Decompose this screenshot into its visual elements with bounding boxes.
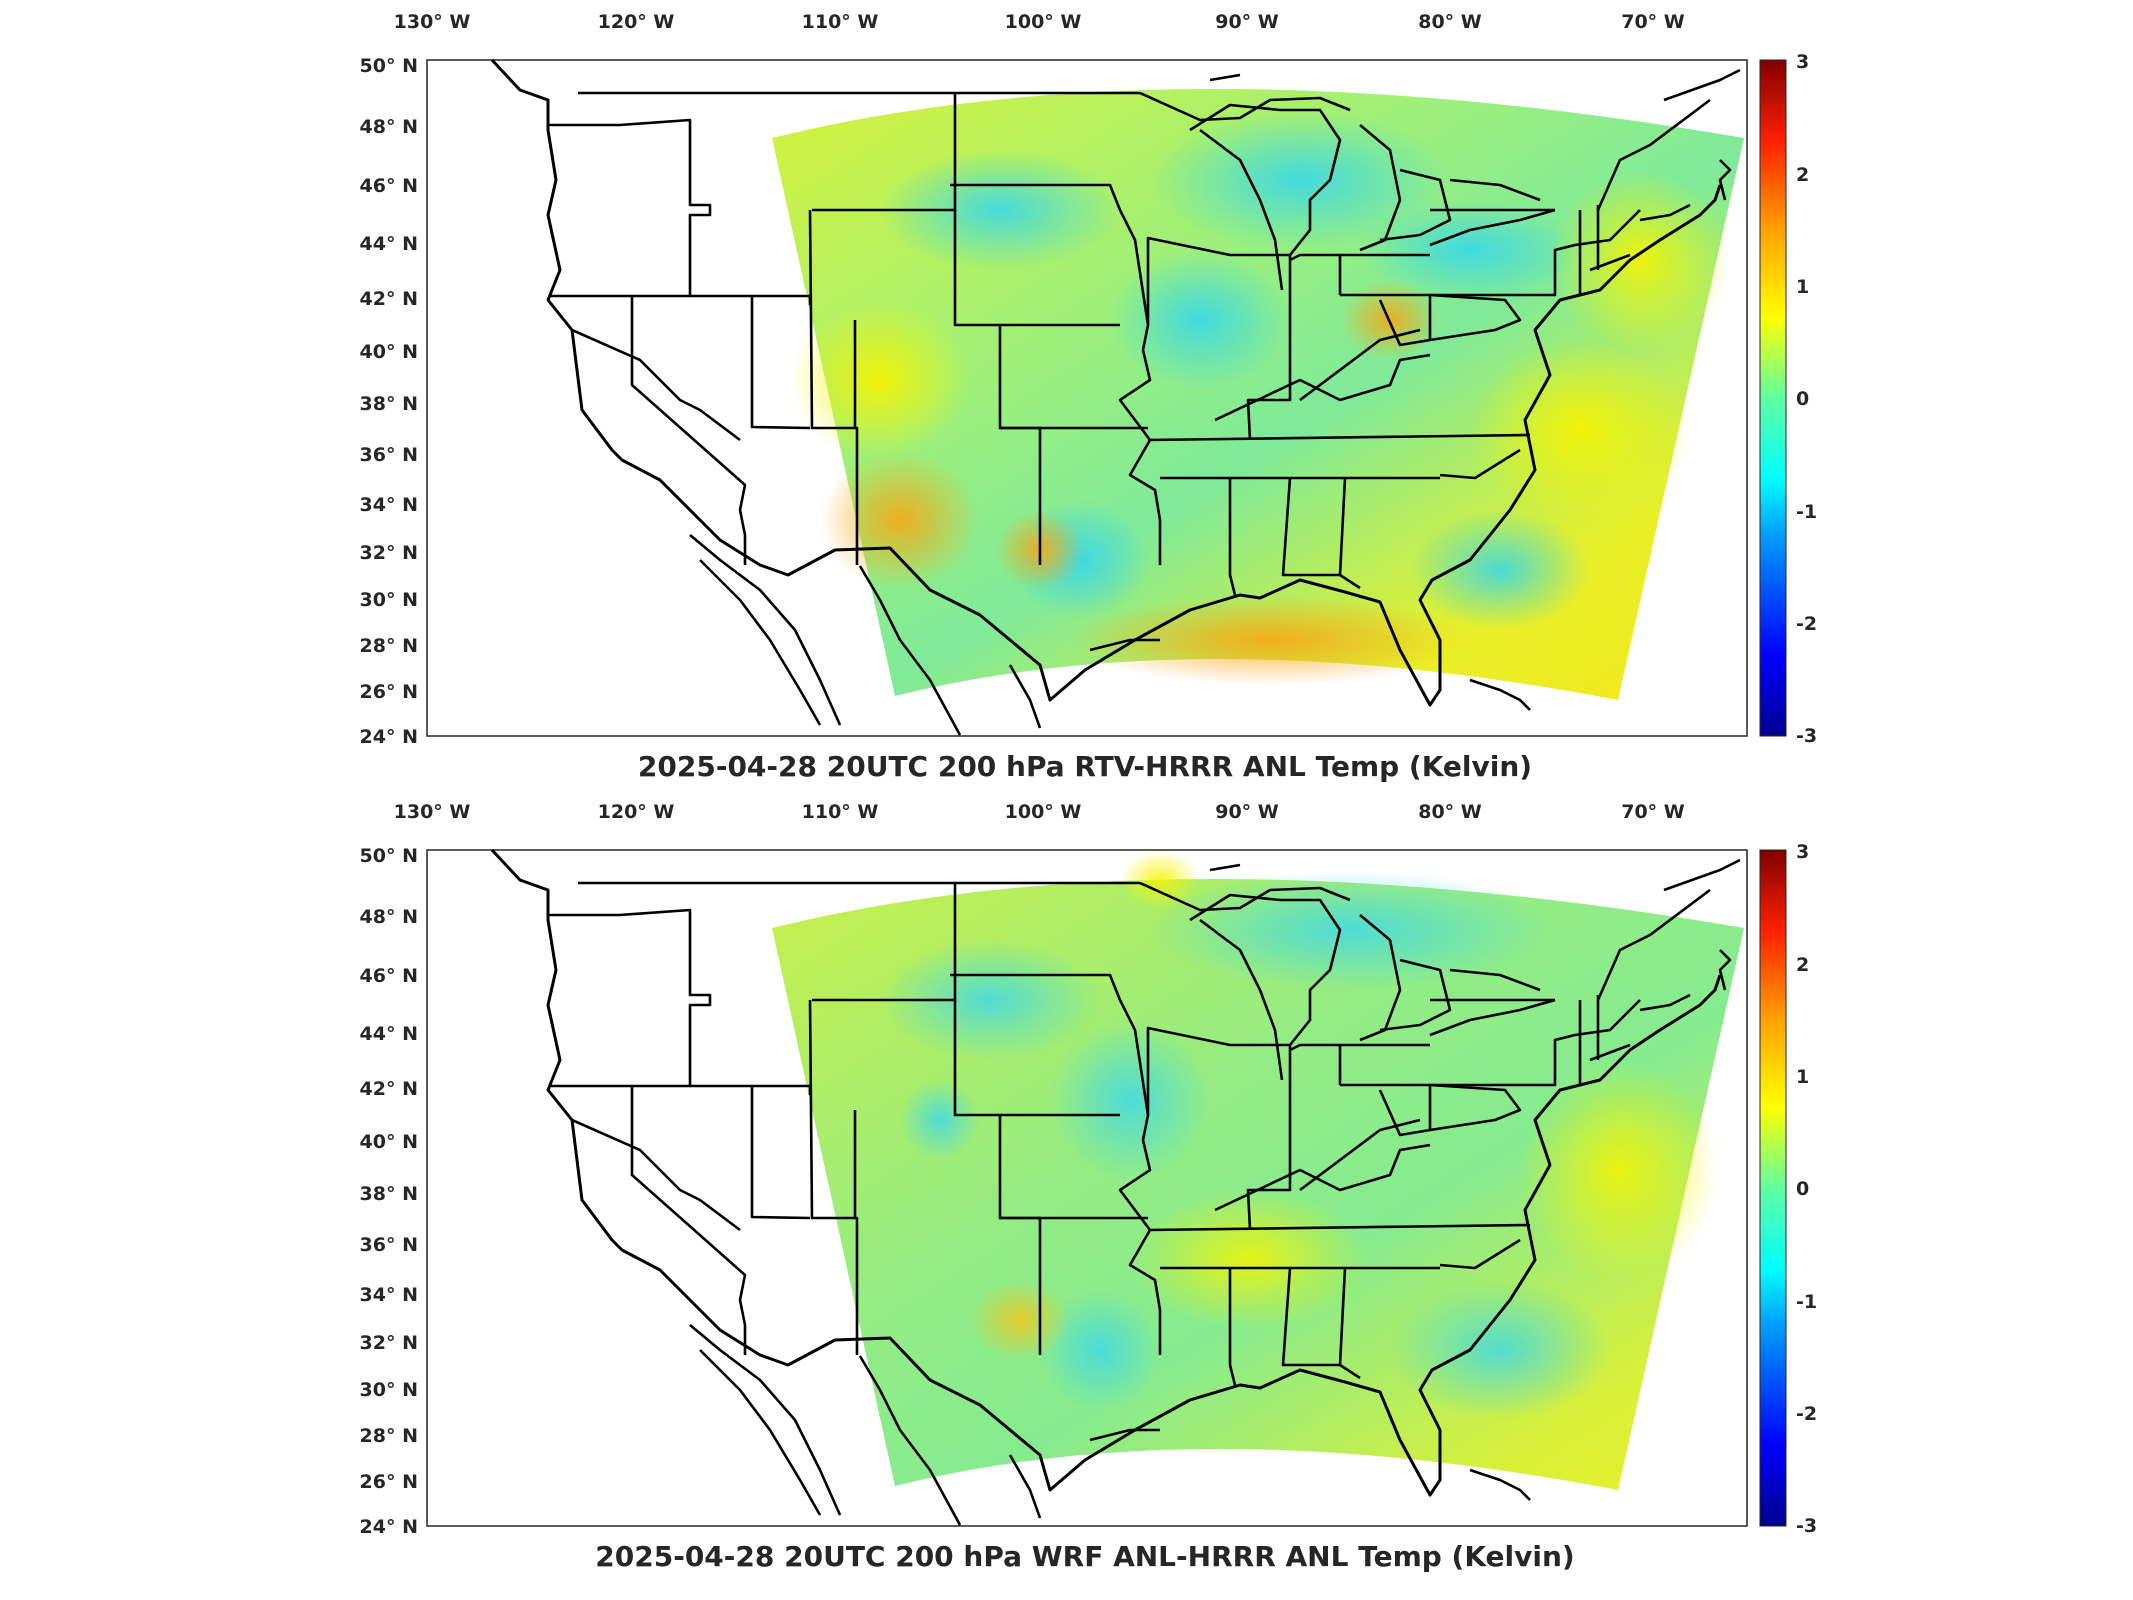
colorbar-tick: 0 [1796,1178,1809,1200]
map-title: 2025-04-28 20UTC 200 hPa WRF ANL-HRRR AN… [595,1540,1574,1573]
latitude-ticks: 50° N 48° N 46° N 44° N 42° N 40° N 38° … [360,845,418,1538]
lon-tick: 130° W [394,801,471,823]
lat-tick: 44° N [360,1023,418,1045]
lat-tick: 30° N [360,589,418,611]
colorbar-tick: 1 [1796,1066,1809,1088]
map-axes-frame [426,59,1748,737]
colorbar: 3 2 1 0 -1 -2 -3 [1759,841,1817,1537]
colorbar-tick: -2 [1796,1403,1817,1425]
lon-tick: 80° W [1418,801,1482,823]
lat-tick: 24° N [360,726,418,748]
lon-tick: 90° W [1215,11,1279,33]
lat-tick: 34° N [360,1284,418,1306]
colorbar: 3 2 1 0 -1 -2 -3 [1759,51,1817,747]
lon-tick: 90° W [1215,801,1279,823]
lon-tick: 100° W [1005,11,1082,33]
lon-tick: 130° W [394,11,471,33]
lon-tick: 110° W [802,11,879,33]
lon-tick: 80° W [1418,11,1482,33]
lat-tick: 42° N [360,288,418,310]
colorbar-gradient [1759,849,1787,1527]
colorbar-tick: 0 [1796,388,1809,410]
map-figure: 130° W 120° W 110° W 100° W 90° W 80° W … [360,801,1818,1573]
colorbar-tick: 3 [1796,841,1809,863]
lon-tick: 70° W [1621,11,1685,33]
lat-tick: 28° N [360,1425,418,1447]
longitude-ticks: 130° W 120° W 110° W 100° W 90° W 80° W … [394,11,1685,33]
colorbar-tick: -1 [1796,1291,1817,1313]
temperature-difference-field [772,89,1744,700]
lat-tick: 30° N [360,1379,418,1401]
lon-tick: 120° W [598,11,675,33]
lat-tick: 26° N [360,681,418,703]
colorbar-tick: 2 [1796,164,1809,186]
lat-tick: 32° N [360,1332,418,1354]
lat-tick: 48° N [360,116,418,138]
longitude-ticks: 130° W 120° W 110° W 100° W 90° W 80° W … [394,801,1685,823]
lat-tick: 32° N [360,542,418,564]
lat-tick: 42° N [360,1078,418,1100]
lat-tick: 44° N [360,233,418,255]
lat-tick: 28° N [360,635,418,657]
map-title: 2025-04-28 20UTC 200 hPa RTV-HRRR ANL Te… [638,750,1532,783]
lat-tick: 48° N [360,906,418,928]
map-axes-frame [426,849,1748,1527]
lon-tick: 110° W [802,801,879,823]
lat-tick: 34° N [360,494,418,516]
lat-tick: 50° N [360,55,418,77]
state-borders [490,848,1741,1526]
colorbar-tick: 1 [1796,276,1809,298]
map-figure: 130° W 120° W 110° W 100° W 90° W 80° W … [360,11,1818,783]
state-borders [490,58,1741,736]
map-panel-top: 130° W 120° W 110° W 100° W 90° W 80° W … [360,11,1818,783]
temperature-difference-field [772,850,1744,1490]
lat-tick: 40° N [360,1131,418,1153]
colorbar-tick: 3 [1796,51,1809,73]
latitude-ticks: 50° N 48° N 46° N 44° N 42° N 40° N 38° … [360,55,418,748]
lon-tick: 100° W [1005,801,1082,823]
lat-tick: 26° N [360,1471,418,1493]
lon-tick: 70° W [1621,801,1685,823]
colorbar-tick: -3 [1796,725,1817,747]
colorbar-tick: -2 [1796,613,1817,635]
lat-tick: 38° N [360,1183,418,1205]
colorbar-tick: 2 [1796,954,1809,976]
lat-tick: 46° N [360,175,418,197]
lat-tick: 46° N [360,965,418,987]
lat-tick: 36° N [360,1234,418,1256]
lon-tick: 120° W [598,801,675,823]
lat-tick: 50° N [360,845,418,867]
lat-tick: 38° N [360,393,418,415]
colorbar-tick: -1 [1796,501,1817,523]
map-panel-bottom: 130° W 120° W 110° W 100° W 90° W 80° W … [0,790,2133,1590]
lat-tick: 36° N [360,444,418,466]
colorbar-tick: -3 [1796,1515,1817,1537]
lat-tick: 40° N [360,341,418,363]
lat-tick: 24° N [360,1516,418,1538]
colorbar-gradient [1759,59,1787,737]
